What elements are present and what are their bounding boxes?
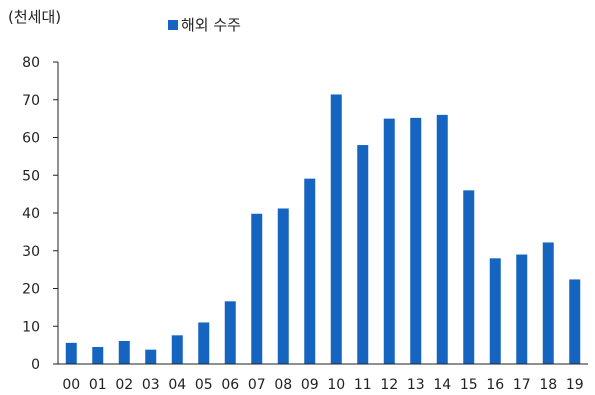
y-tick-label: 70 — [22, 93, 40, 109]
bar — [171, 335, 183, 364]
x-tick-label: 09 — [301, 377, 319, 393]
x-tick-label: 08 — [274, 377, 292, 393]
x-tick-label: 11 — [354, 377, 372, 393]
y-tick-label: 30 — [22, 244, 40, 260]
x-tick-label: 14 — [433, 377, 451, 393]
bar — [569, 279, 581, 364]
bar — [92, 347, 104, 364]
bar — [277, 208, 289, 364]
x-tick-label: 17 — [513, 377, 531, 393]
bar — [542, 242, 554, 364]
x-tick-label: 03 — [142, 377, 160, 393]
bar — [516, 254, 528, 364]
x-tick-label: 01 — [89, 377, 107, 393]
legend-label: 해외 수주 — [181, 16, 241, 34]
x-axis: 00 01 02 03 04 05 06 07 08 09 10 11 12 13 14 15 16 17 18 19 — [58, 363, 588, 393]
bar — [145, 349, 157, 364]
bars — [65, 94, 581, 365]
bar — [463, 190, 475, 364]
legend-swatch — [168, 19, 178, 30]
x-tick-label: 10 — [327, 377, 345, 393]
x-tick-label: 04 — [168, 377, 186, 393]
x-tick-label: 15 — [460, 377, 478, 393]
bar — [357, 145, 369, 364]
x-tick-label: 18 — [539, 377, 557, 393]
y-tick-label: 60 — [22, 131, 40, 147]
x-tick-label: 07 — [248, 377, 266, 393]
y-tick-label: 50 — [22, 168, 40, 184]
x-tick-label: 16 — [486, 377, 504, 393]
bar — [65, 342, 77, 364]
y-axis-unit-label: (천세대) — [8, 8, 62, 26]
x-tick-label: 13 — [407, 377, 425, 393]
y-tick-label: 80 — [22, 55, 40, 71]
y-tick-label: 20 — [22, 282, 40, 298]
x-tick-label: 06 — [221, 377, 239, 393]
bar — [198, 322, 210, 364]
bar — [489, 258, 501, 364]
bar — [224, 301, 236, 364]
y-tick-label: 40 — [22, 206, 40, 222]
x-tick-label: 05 — [195, 377, 213, 393]
x-tick-label: 02 — [115, 377, 133, 393]
bar — [118, 340, 130, 364]
x-tick-label: 12 — [380, 377, 398, 393]
y-axis: 0 10 20 30 40 50 60 70 80 — [22, 55, 59, 373]
x-tick-label: 19 — [566, 377, 584, 393]
bar — [251, 213, 263, 364]
x-tick-label: 00 — [62, 377, 80, 393]
bar — [383, 118, 395, 364]
y-tick-label: 10 — [22, 319, 40, 335]
y-tick-label: 0 — [31, 357, 40, 373]
bar — [304, 178, 316, 364]
bar — [410, 117, 422, 365]
legend: 해외 수주 — [168, 14, 241, 35]
bar — [330, 94, 342, 364]
bar — [436, 114, 448, 364]
